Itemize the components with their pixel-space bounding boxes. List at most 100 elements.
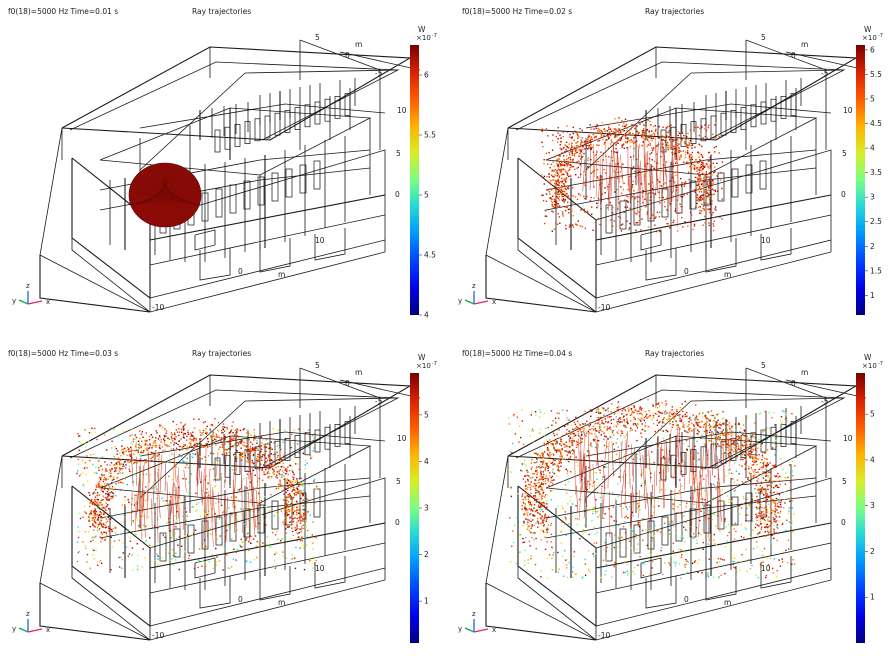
window-frame [790,421,797,444]
ray-point [291,489,294,491]
ray-point [600,176,603,178]
ray-point [252,469,255,472]
ray-point [285,487,287,490]
ray-point [675,532,678,534]
ray-point [555,180,557,182]
ray-point [99,507,102,509]
ray-point [593,526,595,528]
ray-point [600,130,602,132]
ray-point [111,468,113,470]
ray-point [296,524,298,526]
ray-point [648,131,650,134]
ray-point [579,136,581,138]
ray-point [304,537,306,539]
ray-point [662,126,664,128]
ray-point [707,418,709,420]
ray-point [784,483,787,485]
window-frame [201,520,209,550]
ray-point [211,424,214,427]
ray-point [286,512,288,514]
window-frame [285,168,293,198]
ray-point [178,568,180,571]
ray-point [303,485,305,488]
ray-point [256,541,258,543]
ray-point [296,532,298,534]
ray-point [153,440,155,443]
ray-point [632,180,634,183]
axis-tick-label: -5 [375,397,383,406]
ray-point [219,446,221,448]
ray-point [642,192,644,194]
ray-point [237,435,239,437]
ray-point [98,528,101,530]
window-frame [243,508,251,538]
ray-point [561,192,564,194]
ray-point [278,470,280,472]
ray-point [551,546,553,548]
ray-point [532,441,534,443]
ray-point [538,409,541,411]
wireframe-edge [705,238,737,273]
ray-point [651,133,653,136]
ray-point [173,489,175,492]
ray-point [135,446,137,448]
ray-point [681,536,683,539]
ray-point [558,196,561,198]
ray-point [700,498,702,500]
ray-point [557,193,559,195]
ray-point [103,512,105,514]
ray-point [551,210,553,212]
ray-point [189,438,191,440]
ray-point [682,425,684,428]
ray-point [268,455,270,457]
ray-point [105,470,107,472]
ray-point [265,457,267,459]
ray-point [93,549,95,552]
ray-point [631,208,633,211]
ray-point [191,506,193,508]
ray-point [286,509,289,511]
window-frame [780,96,787,119]
ray-point [714,166,716,168]
ray-point [109,469,111,471]
ray-point [304,519,307,521]
ray-point [201,548,203,550]
ray-point [197,566,199,569]
window-frame [731,168,739,198]
ray-point [769,557,772,559]
ray-point [616,134,618,137]
ray-point [709,202,712,204]
ray-point [188,554,191,557]
ray-point [630,156,632,158]
ray-point [658,181,660,183]
ray-line [249,447,251,490]
ray-point [117,434,119,436]
ray-point [104,538,107,540]
ray-point [690,154,692,156]
axis-tick-label: 0 [395,190,400,199]
ray-point [641,407,643,409]
ray-point [564,188,566,190]
ray-point [254,438,256,440]
ray-point [249,451,251,453]
ray-point [297,528,299,530]
wireframe-edge [259,238,291,273]
ray-point [178,501,181,503]
ray-point [276,456,278,459]
ray-point [565,492,568,494]
ray-point [703,166,705,168]
ray-line [650,174,653,220]
ray-point [559,187,561,189]
wireframe-edge [69,389,400,469]
ray-line [610,142,615,197]
ray-point [184,423,187,425]
ray-point [103,474,105,476]
ray-point [642,131,644,134]
ray-point [739,513,741,515]
ray-point [583,141,585,143]
ray-point [672,221,674,224]
